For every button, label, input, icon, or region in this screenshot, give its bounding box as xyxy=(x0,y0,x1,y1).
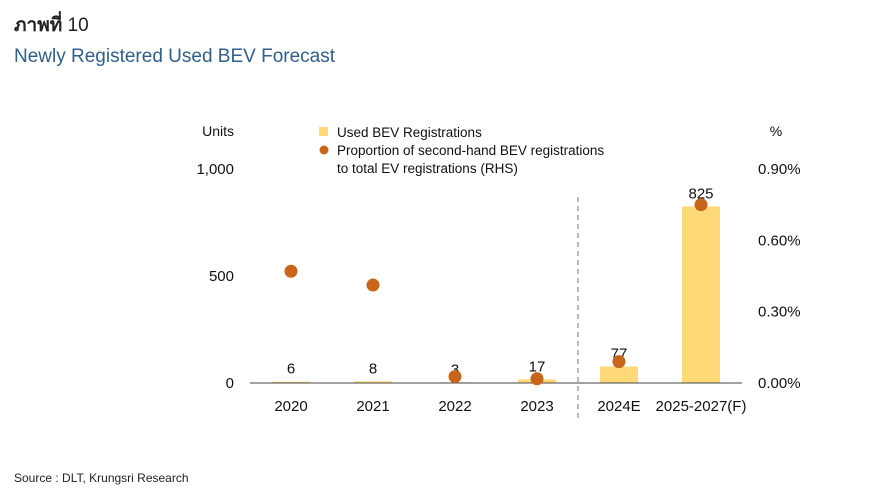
right-axis-label: % xyxy=(770,123,782,139)
legend-label-bar: Used BEV Registrations xyxy=(337,125,482,140)
left-axis-label: Units xyxy=(202,123,234,139)
dot xyxy=(284,264,298,278)
right-tick-label: 0.60% xyxy=(758,232,801,249)
left-tick-label: 1,000 xyxy=(196,161,234,178)
dot xyxy=(530,372,544,386)
left-tick-label: 0 xyxy=(226,375,234,392)
left-tick-label: 500 xyxy=(209,268,234,285)
bar xyxy=(272,381,310,383)
dot xyxy=(694,198,708,212)
x-category-label: 2022 xyxy=(438,398,471,415)
bar xyxy=(600,366,638,383)
right-tick-label: 0.00% xyxy=(758,375,801,392)
figure-label-prefix: ภาพที่ xyxy=(14,15,63,36)
legend: Used BEV Registrations Proportion of sec… xyxy=(319,125,604,176)
dot-series xyxy=(284,198,708,386)
dot xyxy=(366,278,380,292)
x-category-label: 2025-2027(F) xyxy=(656,398,747,415)
bar xyxy=(682,206,720,383)
dot xyxy=(612,355,626,369)
legend-label-dot-line2: to total EV registrations (RHS) xyxy=(337,161,518,176)
x-category-label: 2021 xyxy=(356,398,389,415)
bar-data-label: 825 xyxy=(688,185,713,202)
legend-swatch-dot xyxy=(319,145,329,155)
x-axis-categories: 2020 2021 2022 2023 2024E 2025-2027(F) xyxy=(274,398,746,415)
bar-series xyxy=(272,206,720,383)
x-category-label: 2020 xyxy=(274,398,307,415)
figure-label: ภาพที่ 10 xyxy=(14,10,89,40)
right-tick-label: 0.30% xyxy=(758,304,801,321)
source-note: Source : DLT, Krungsri Research xyxy=(14,471,189,485)
right-tick-label: 0.90% xyxy=(758,161,801,178)
legend-label-dot-line1: Proportion of second-hand BEV registrati… xyxy=(337,143,604,158)
dot xyxy=(448,370,462,384)
bar-data-label: 17 xyxy=(529,358,546,375)
chart-title: Newly Registered Used BEV Forecast xyxy=(14,46,336,67)
left-axis-ticks: 0 500 1,000 xyxy=(196,161,234,392)
bar-data-label: 8 xyxy=(369,360,377,377)
bar-data-label: 3 xyxy=(451,361,459,378)
figure-label-number: 10 xyxy=(67,15,89,36)
x-category-label: 2024E xyxy=(597,398,640,415)
legend-swatch-bar xyxy=(319,127,328,136)
right-axis-ticks: 0.00% 0.30% 0.60% 0.90% xyxy=(758,161,801,392)
bar xyxy=(354,381,392,383)
bar-data-label: 6 xyxy=(287,361,295,378)
x-category-label: 2023 xyxy=(520,398,553,415)
